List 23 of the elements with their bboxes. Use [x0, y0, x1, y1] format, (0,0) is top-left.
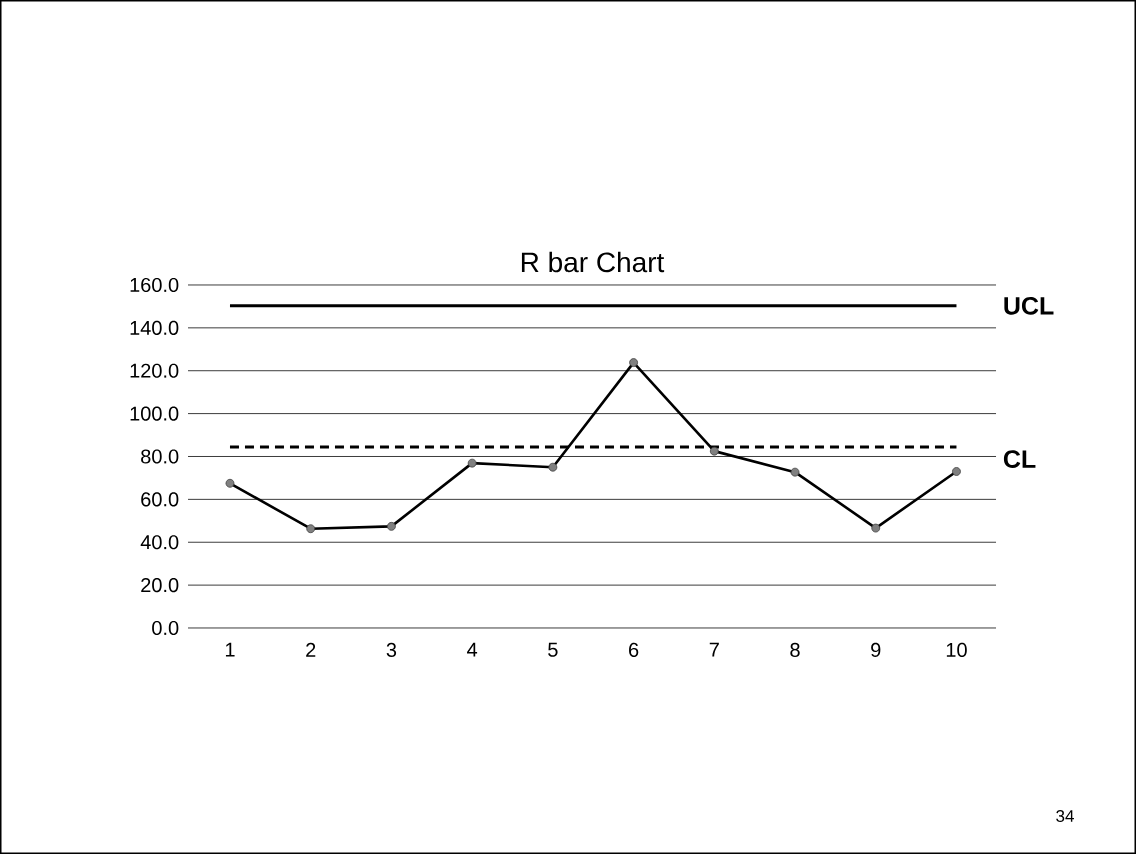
y-tick-label: 100.0 — [130, 406, 179, 421]
x-tick-label: 6 — [629, 642, 639, 658]
x-tick-label: 7 — [709, 642, 719, 657]
y-tick-label: 140.0 — [130, 320, 179, 335]
x-tick-label: 9 — [871, 642, 881, 658]
chart-title: R bar Chart — [521, 251, 665, 273]
x-tick-label: 1 — [225, 642, 235, 657]
y-tick-label: 120.0 — [130, 363, 179, 378]
y-tick-label: 20.0 — [141, 578, 179, 593]
text: 34 — [1056, 809, 1074, 823]
x-tick-label: 2 — [306, 642, 316, 657]
x-tick-label: 8 — [790, 642, 800, 658]
x-tick-label: 5 — [548, 642, 558, 657]
x-tick-label: 3 — [386, 642, 397, 658]
x-tick-label: 10 — [946, 642, 967, 658]
y-tick-label: 80.0 — [141, 449, 179, 464]
y-tick-label: 0.0 — [152, 620, 179, 636]
ref-line-label: CL — [1003, 450, 1036, 468]
y-tick-label: 60.0 — [141, 492, 179, 507]
x-tick-label: 4 — [467, 642, 478, 657]
y-tick-label: 160.0 — [130, 277, 179, 293]
y-tick-label: 40.0 — [140, 535, 179, 550]
ref-line-label: UCL — [1004, 296, 1054, 315]
